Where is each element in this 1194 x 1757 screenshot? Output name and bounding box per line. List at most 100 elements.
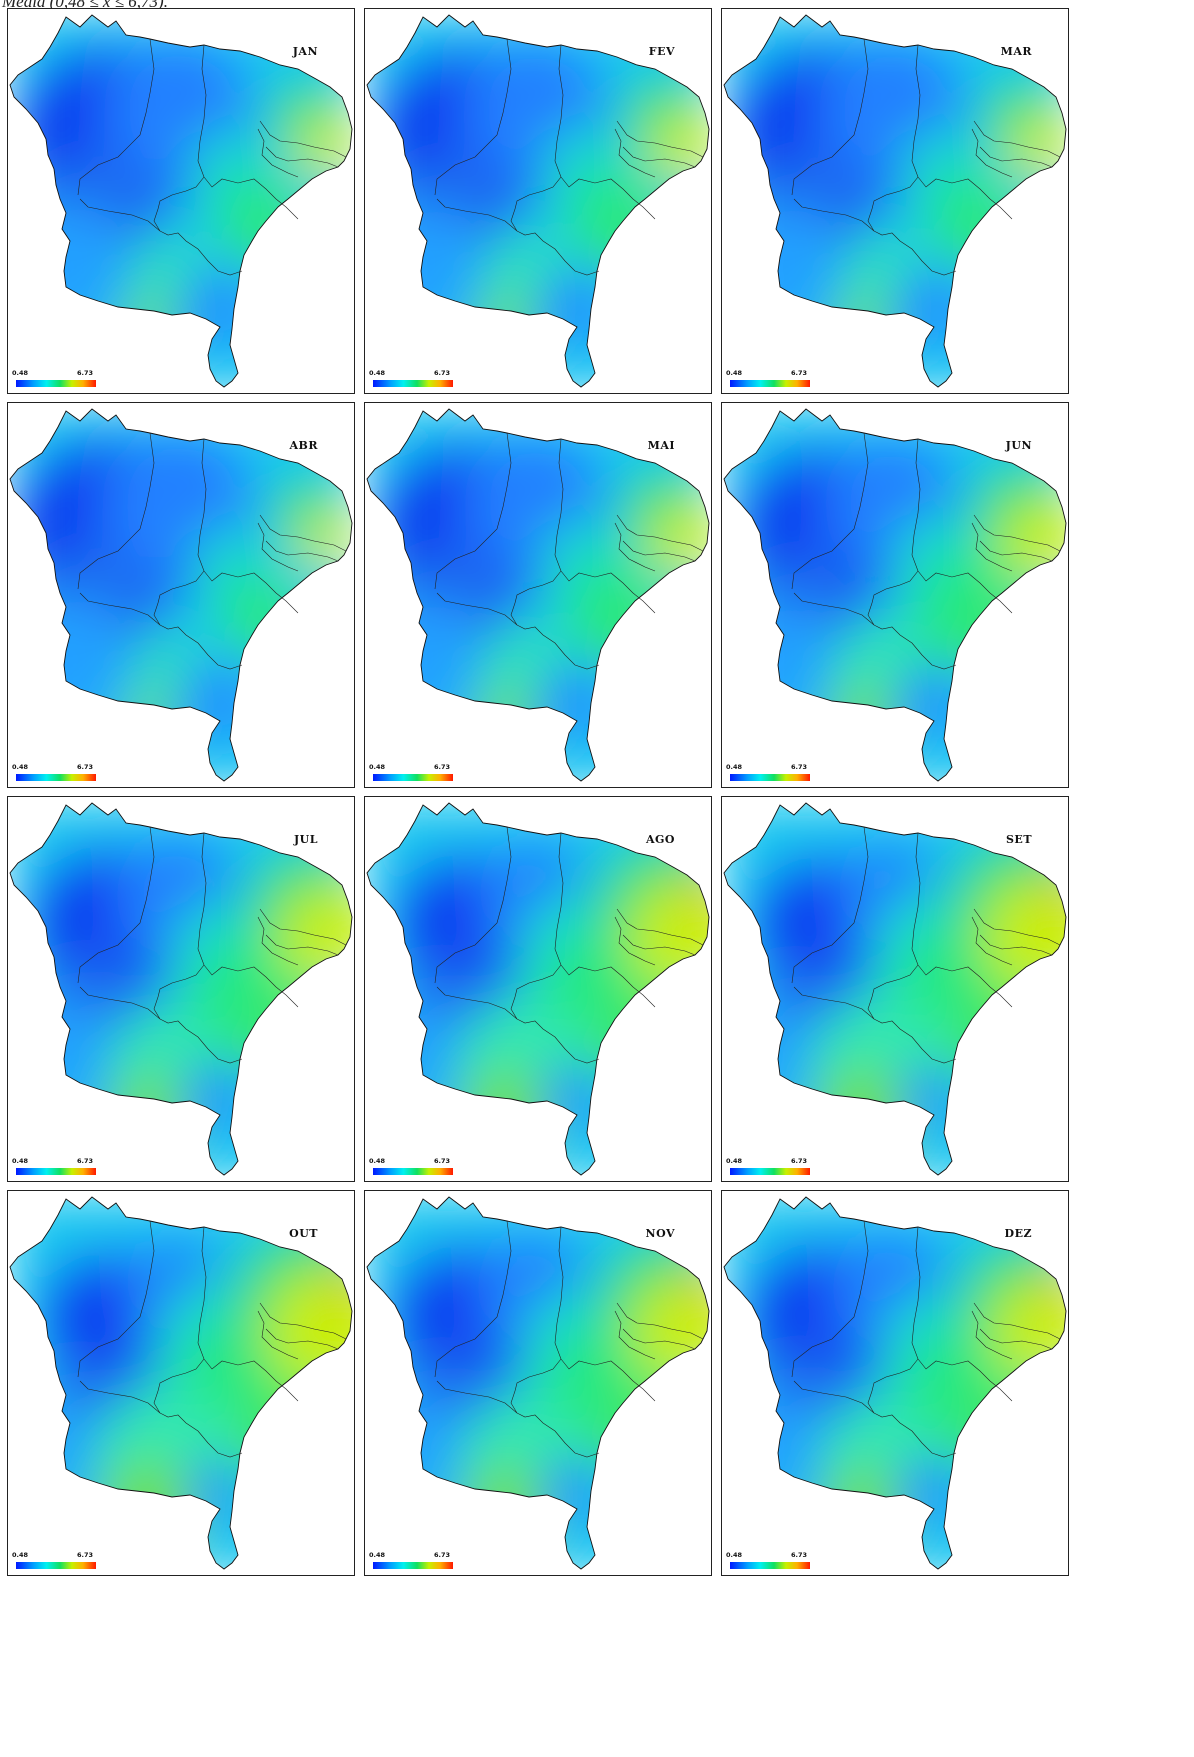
month-label: MAI [647, 439, 675, 452]
colorbar: 0.48 6.73 [726, 369, 810, 387]
region-outline [9, 14, 353, 388]
colorbar: 0.48 6.73 [12, 763, 96, 781]
northeast-brazil-map [723, 14, 1067, 388]
month-panel-nov: NOV 0.48 6.73 [364, 1190, 712, 1576]
northeast-brazil-map [366, 802, 710, 1176]
state-borders [77, 1220, 347, 1458]
month-label: NOV [645, 1227, 675, 1240]
colorbar-max-label: 6.73 [76, 1157, 93, 1165]
region-outline [723, 802, 1067, 1176]
month-label: JUN [1005, 439, 1032, 452]
month-label: ABR [289, 439, 318, 452]
month-label: MAR [1000, 45, 1032, 58]
northeast-brazil-map [366, 408, 710, 782]
interpolated-field [724, 1197, 1066, 1569]
interpolated-field [724, 409, 1066, 781]
colorbar-min-label: 0.48 [369, 1551, 386, 1559]
state-borders [434, 826, 704, 1064]
region-outline [723, 408, 1067, 782]
region-outline [723, 1196, 1067, 1570]
colorbar: 0.48 6.73 [369, 1157, 453, 1175]
colorbar: 0.48 6.73 [369, 763, 453, 781]
interpolated-field [724, 15, 1066, 387]
colorbar-max-label: 6.73 [790, 1551, 807, 1559]
month-panel-fev: FEV 0.48 6.73 [364, 8, 712, 394]
region-outline [366, 1196, 710, 1570]
northeast-brazil-map [723, 408, 1067, 782]
state-borders [791, 432, 1061, 670]
interpolated-field [367, 409, 709, 781]
state-borders [791, 826, 1061, 1064]
region-outline [366, 14, 710, 388]
colorbar-max-label: 6.73 [76, 763, 93, 771]
colorbar: 0.48 6.73 [726, 763, 810, 781]
colorbar-min-label: 0.48 [726, 369, 743, 377]
state-borders [791, 38, 1061, 276]
interpolated-field [10, 803, 352, 1175]
month-panel-ago: AGO 0.48 6.73 [364, 796, 712, 1182]
colorbar-min-label: 0.48 [369, 763, 386, 771]
northeast-brazil-map [366, 1196, 710, 1570]
colorbar-max-label: 6.73 [433, 1551, 450, 1559]
region-outline [723, 14, 1067, 388]
northeast-brazil-map [9, 802, 353, 1176]
figure-caption: Média (0,48 ≤ x ≤ 6,73). [2, 0, 168, 11]
colorbar: 0.48 6.73 [369, 369, 453, 387]
colorbar: 0.48 6.73 [12, 1157, 96, 1175]
region-outline [366, 408, 710, 782]
colorbar-min-label: 0.48 [12, 763, 29, 771]
colorbar-max-label: 6.73 [433, 763, 450, 771]
month-panel-jan: JAN 0.48 6.73 [7, 8, 355, 394]
interpolated-field [367, 803, 709, 1175]
month-label: SET [1005, 833, 1032, 846]
state-borders [434, 38, 704, 276]
northeast-brazil-map [9, 408, 353, 782]
colorbar-min-label: 0.48 [726, 1551, 743, 1559]
month-panel-dez: DEZ 0.48 6.73 [721, 1190, 1069, 1576]
interpolated-field [10, 1197, 352, 1569]
colorbar-gradient [373, 774, 453, 781]
interpolated-field [367, 1197, 709, 1569]
colorbar-gradient [730, 380, 810, 387]
month-label: JAN [292, 45, 318, 58]
colorbar: 0.48 6.73 [12, 1551, 96, 1569]
state-borders [434, 432, 704, 670]
colorbar-gradient [730, 774, 810, 781]
month-label: OUT [289, 1227, 318, 1240]
northeast-brazil-map [366, 14, 710, 388]
month-panel-out: OUT 0.48 6.73 [7, 1190, 355, 1576]
colorbar-min-label: 0.48 [12, 1551, 29, 1559]
month-panel-mar: MAR 0.48 6.73 [721, 8, 1069, 394]
colorbar-gradient [730, 1168, 810, 1175]
region-outline [9, 1196, 353, 1570]
colorbar-max-label: 6.73 [433, 369, 450, 377]
state-borders [791, 1220, 1061, 1458]
colorbar-min-label: 0.48 [369, 369, 386, 377]
state-borders [434, 1220, 704, 1458]
colorbar-max-label: 6.73 [790, 763, 807, 771]
colorbar: 0.48 6.73 [12, 369, 96, 387]
region-outline [9, 802, 353, 1176]
northeast-brazil-map [723, 1196, 1067, 1570]
state-borders [77, 38, 347, 276]
northeast-brazil-map [9, 1196, 353, 1570]
northeast-brazil-map [9, 14, 353, 388]
month-panel-jun: JUN 0.48 6.73 [721, 402, 1069, 788]
month-label: FEV [648, 45, 675, 58]
interpolated-field [724, 803, 1066, 1175]
colorbar-max-label: 6.73 [76, 1551, 93, 1559]
colorbar-min-label: 0.48 [726, 1157, 743, 1165]
interpolated-field [10, 409, 352, 781]
state-borders [77, 432, 347, 670]
northeast-brazil-map [723, 802, 1067, 1176]
interpolated-field [10, 15, 352, 387]
month-label: AGO [645, 833, 675, 846]
map-grid: JAN 0.48 6.73 FEV 0.48 6.73 [7, 8, 1069, 1755]
colorbar-gradient [373, 380, 453, 387]
colorbar-min-label: 0.48 [12, 369, 29, 377]
region-outline [366, 802, 710, 1176]
month-label: JUL [293, 833, 318, 846]
month-panel-set: SET 0.48 6.73 [721, 796, 1069, 1182]
colorbar: 0.48 6.73 [726, 1157, 810, 1175]
region-outline [9, 408, 353, 782]
